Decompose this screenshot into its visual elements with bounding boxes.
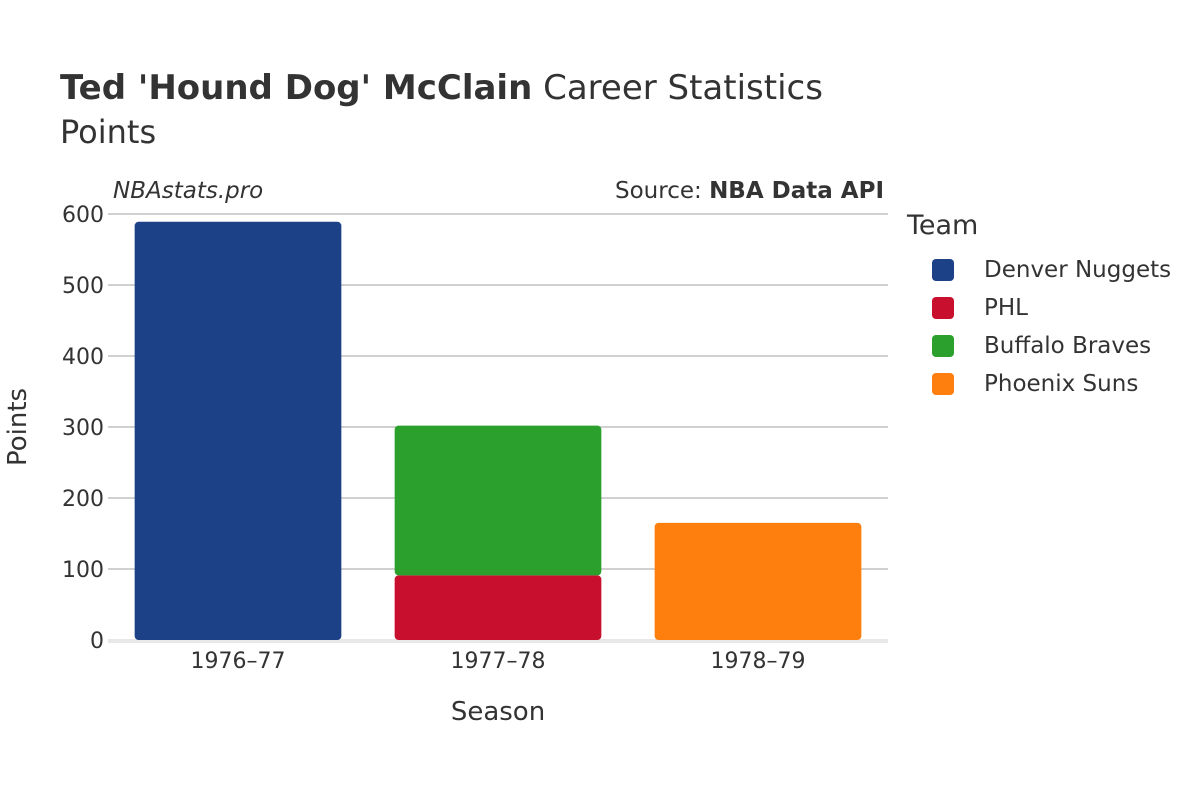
title-suffix: Career Statistics	[543, 68, 823, 108]
legend-label: Phoenix Suns	[984, 371, 1139, 397]
y-tick-label: 500	[62, 274, 104, 299]
y-tick-label: 0	[90, 629, 104, 654]
legend-item-phl[interactable]: PHL	[907, 289, 1171, 327]
x-axis-label: Season	[451, 697, 545, 727]
y-tick-label: 600	[62, 203, 104, 228]
legend-item-buffalo-braves[interactable]: Buffalo Braves	[907, 327, 1171, 365]
source-name: NBA Data API	[709, 178, 884, 204]
legend-label: PHL	[984, 295, 1028, 321]
legend-label: Denver Nuggets	[984, 257, 1172, 283]
legend-title: Team	[907, 210, 979, 241]
legend: Team Denver Nuggets PHL Buffalo Braves P…	[907, 210, 1171, 403]
source-credit: Source: NBA Data API	[615, 178, 884, 204]
legend-item-phoenix-suns[interactable]: Phoenix Suns	[907, 365, 1171, 403]
bar-segment	[134, 221, 342, 640]
legend-swatch	[932, 373, 954, 395]
y-tick-label: 100	[62, 558, 104, 583]
legend-swatch	[932, 297, 954, 319]
x-tick-label: 1978–79	[711, 649, 806, 674]
chart-subtitle: Points	[60, 113, 157, 151]
bar-segment	[654, 522, 862, 640]
x-tick-label: 1977–78	[451, 649, 546, 674]
legend-item-denver-nuggets[interactable]: Denver Nuggets	[907, 251, 1171, 289]
x-tick-label: 1976–77	[191, 649, 286, 674]
player-name: Ted 'Hound Dog' McClain	[60, 68, 533, 108]
y-axis-label: Points	[3, 388, 33, 466]
legend-swatch	[932, 259, 954, 281]
y-tick-label: 300	[62, 416, 104, 441]
legend-label: Buffalo Braves	[984, 333, 1152, 359]
bar-segment	[394, 575, 602, 640]
y-tick-label: 400	[62, 345, 104, 370]
chart-title: Ted 'Hound Dog' McClain Career Statistic…	[60, 66, 823, 110]
legend-swatch	[932, 335, 954, 357]
site-watermark: NBAstats.pro	[113, 178, 264, 204]
y-tick-label: 200	[62, 487, 104, 512]
bar-segment	[394, 425, 602, 576]
source-label: Source:	[615, 178, 702, 204]
